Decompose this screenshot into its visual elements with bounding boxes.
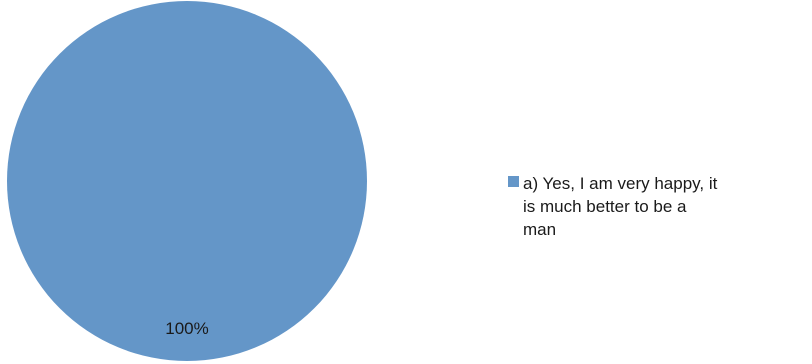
legend-label-line-3: man xyxy=(523,220,557,239)
chart-legend: a) Yes, I am very happy, it is much bett… xyxy=(508,172,798,241)
legend-label-line-1: a) Yes, I am very happy, it xyxy=(523,174,718,193)
legend-label: a) Yes, I am very happy, it is much bett… xyxy=(523,172,795,241)
legend-item: a) Yes, I am very happy, it is much bett… xyxy=(508,172,798,241)
pie-plot-area: 100% xyxy=(7,1,367,361)
pie-slice xyxy=(7,1,367,361)
legend-swatch xyxy=(508,176,519,187)
legend-label-line-2: is much better to be a xyxy=(523,197,687,216)
slice-data-label: 100% xyxy=(165,319,208,338)
